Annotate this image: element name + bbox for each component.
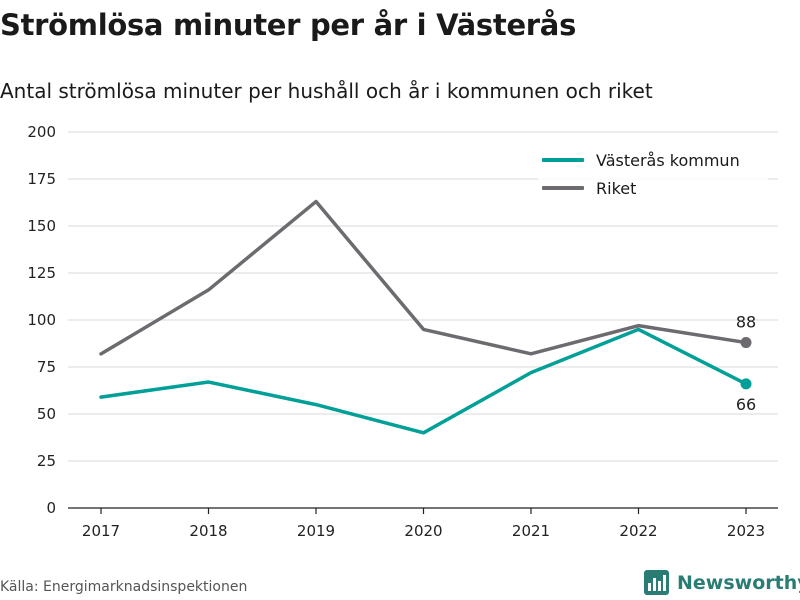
legend-swatch-vasteras	[542, 158, 584, 162]
legend-swatch-riket	[542, 186, 584, 190]
y-tick-label: 100	[27, 311, 56, 329]
source-note: Källa: Energimarknadsinspektionen	[0, 579, 248, 595]
legend-label-riket: Riket	[596, 178, 637, 198]
y-tick-label: 50	[37, 405, 56, 423]
legend-item-riket: Riket	[538, 174, 768, 202]
brand-name: Newsworthy	[677, 571, 800, 594]
legend-label-vasteras: Västerås kommun	[596, 150, 740, 170]
chart-subtitle: Antal strömlösa minuter per hushåll och …	[0, 79, 653, 103]
axes: 0 25 50 75 100 125 150 175 200 2017 2018 2019 2020 20…	[27, 123, 778, 540]
y-tick-label: 175	[27, 170, 56, 188]
legend: Västerås kommun Riket	[538, 146, 768, 202]
y-tick-label: 200	[27, 123, 56, 141]
y-tick-label: 125	[27, 264, 56, 282]
x-tick-label: 2020	[404, 522, 442, 540]
legend-item-vasteras: Västerås kommun	[538, 146, 768, 174]
x-tick-label: 2019	[297, 522, 335, 540]
x-tick-label: 2021	[512, 522, 550, 540]
series-line-vasteras	[99, 327, 748, 435]
y-tick-label: 0	[46, 499, 56, 517]
series-lines	[99, 199, 752, 435]
end-point-riket	[740, 337, 752, 349]
x-tick-label: 2023	[727, 522, 765, 540]
y-tick-label: 150	[27, 217, 56, 235]
x-tick-label: 2017	[82, 522, 120, 540]
y-tick-label: 25	[37, 452, 56, 470]
series-line-riket	[99, 199, 748, 356]
x-tick-label: 2018	[189, 522, 227, 540]
end-point-vasteras	[740, 378, 752, 390]
brand-logo[interactable]: Newsworthy	[644, 570, 800, 595]
x-tick-label: 2022	[619, 522, 657, 540]
end-value-label-riket: 88	[736, 313, 756, 332]
data-labels: 66 88	[736, 313, 756, 414]
newsworthy-icon	[644, 570, 669, 595]
end-value-label-vasteras: 66	[736, 395, 756, 414]
y-tick-label: 75	[37, 358, 56, 376]
chart-title: Strömlösa minuter per år i Västerås	[0, 8, 577, 42]
